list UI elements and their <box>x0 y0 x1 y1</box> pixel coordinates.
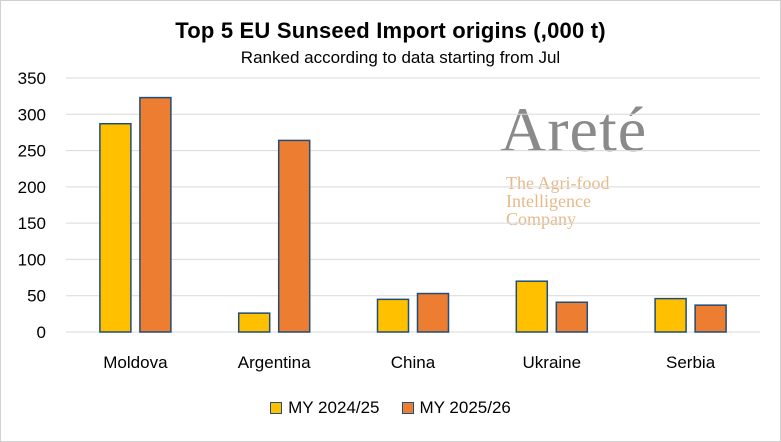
x-category-label: Moldova <box>103 353 168 372</box>
y-tick-label: 300 <box>18 105 46 124</box>
y-tick-label: 100 <box>18 250 46 269</box>
legend-swatch <box>401 402 414 414</box>
bar-argentina-series-1 <box>237 312 271 333</box>
x-category-label: Argentina <box>238 353 311 372</box>
y-tick-label: 0 <box>37 323 46 342</box>
bar-argentina-series-2 <box>277 139 311 333</box>
x-category-label: China <box>391 353 436 372</box>
bar-ukraine-series-1 <box>515 280 549 333</box>
gridlines <box>66 77 760 333</box>
bar-moldova-series-2 <box>139 96 172 333</box>
legend: MY 2024/25 MY 2025/26 <box>0 398 781 418</box>
chart-title: Top 5 EU Sunseed Import origins (,000 t) <box>175 18 606 43</box>
watermark-tagline: The Agri-food Intelligence Company <box>506 173 610 229</box>
chart-subtitle: Ranked according to data starting from J… <box>240 48 561 67</box>
x-category-label: Serbia <box>666 353 716 372</box>
y-tick-label: 50 <box>27 287 46 306</box>
legend-item: MY 2024/25 <box>270 398 380 418</box>
legend-item: MY 2025/26 <box>401 398 511 418</box>
legend-label: MY 2024/25 <box>288 398 380 417</box>
legend-swatch <box>270 402 283 414</box>
y-axis-ticks: 0 50 100 150 200 250 300 350 <box>18 69 46 342</box>
bar-moldova-series-1 <box>99 122 132 333</box>
y-tick-label: 350 <box>18 69 46 88</box>
bar-china-series-2 <box>416 292 450 333</box>
bar-ukraine-series-2 <box>555 301 589 333</box>
y-tick-label: 150 <box>18 214 46 233</box>
x-category-label: Ukraine <box>523 353 582 372</box>
bars <box>99 96 727 333</box>
y-tick-label: 250 <box>18 142 46 161</box>
legend-label: MY 2025/26 <box>419 398 511 417</box>
x-axis-labels: Moldova Argentina China Ukraine Serbia <box>103 353 715 372</box>
bar-china-series-1 <box>376 298 410 333</box>
bar-serbia-series-1 <box>654 297 687 333</box>
bar-serbia-series-2 <box>694 304 727 333</box>
y-tick-label: 200 <box>18 178 46 197</box>
